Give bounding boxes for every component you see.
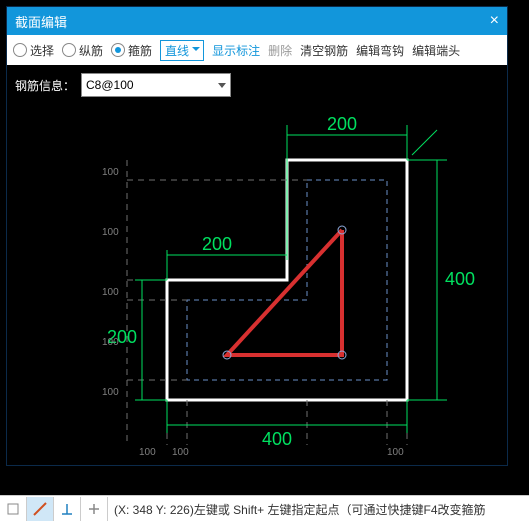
svg-text:100: 100 xyxy=(102,227,119,238)
svg-text:100: 100 xyxy=(387,447,404,458)
section-edit-window: 截面编辑 × 选择 纵筋 箍筋 直线 显示标注 删除 清空钢筋 编辑弯钩 编辑端… xyxy=(6,6,508,466)
select-label: 选择 xyxy=(30,42,54,59)
select-option[interactable]: 选择 xyxy=(13,42,54,59)
edit-end-button[interactable]: 编辑端头 xyxy=(412,42,460,59)
longitudinal-option[interactable]: 纵筋 xyxy=(62,42,103,59)
show-label-toggle[interactable]: 显示标注 xyxy=(212,42,260,59)
window-title: 截面编辑 xyxy=(15,12,67,31)
svg-text:100: 100 xyxy=(102,387,119,398)
svg-text:100: 100 xyxy=(139,447,156,458)
snap-line-button[interactable] xyxy=(27,497,54,521)
clear-button[interactable]: 清空钢筋 xyxy=(300,42,348,59)
longitudinal-label: 纵筋 xyxy=(79,42,103,59)
radio-icon xyxy=(111,43,125,57)
info-row: 钢筋信息： C8@100 xyxy=(7,65,507,105)
radio-icon xyxy=(13,43,27,57)
svg-text:100: 100 xyxy=(102,337,119,348)
svg-text:200: 200 xyxy=(202,234,232,254)
svg-text:100: 100 xyxy=(172,447,189,458)
snap-perp-button[interactable] xyxy=(54,497,81,521)
stirrup-label: 箍筋 xyxy=(128,42,152,59)
svg-text:100: 100 xyxy=(102,167,119,178)
rebar-info-value: C8@100 xyxy=(86,78,134,92)
chevron-down-icon xyxy=(218,83,226,88)
status-text: (X: 348 Y: 226)左键或 Shift+ 左键指定起点（可通过快捷键F… xyxy=(108,501,486,518)
close-icon[interactable]: × xyxy=(490,12,499,30)
radio-icon xyxy=(62,43,76,57)
snap-add-button[interactable] xyxy=(81,497,108,521)
edit-hook-button[interactable]: 编辑弯钩 xyxy=(356,42,404,59)
rebar-line xyxy=(227,230,342,355)
titlebar: 截面编辑 × xyxy=(7,7,507,35)
mode-label: 直线 xyxy=(165,44,189,58)
svg-text:100: 100 xyxy=(102,287,119,298)
section-svg: 200 400 200 200 400 100 100 100 100 100 … xyxy=(7,105,507,465)
statusbar: (X: 348 Y: 226)左键或 Shift+ 左键指定起点（可通过快捷键F… xyxy=(0,495,529,522)
svg-text:200: 200 xyxy=(327,114,357,134)
delete-button[interactable]: 删除 xyxy=(268,42,292,59)
rebar-info-label: 钢筋信息： xyxy=(15,77,75,94)
svg-text:400: 400 xyxy=(445,269,475,289)
helper-grid xyxy=(127,160,407,445)
stirrup-option[interactable]: 箍筋 xyxy=(111,42,152,59)
small-dim-text: 100 100 100 100 100 100 100 100 xyxy=(102,167,404,458)
rebar-info-combo[interactable]: C8@100 xyxy=(81,73,231,97)
toolbar: 选择 纵筋 箍筋 直线 显示标注 删除 清空钢筋 编辑弯钩 编辑端头 xyxy=(7,35,507,65)
svg-text:400: 400 xyxy=(262,429,292,449)
snap-endpoint-button[interactable] xyxy=(0,497,27,521)
mode-dropdown[interactable]: 直线 xyxy=(160,40,204,61)
drawing-canvas[interactable]: 200 400 200 200 400 100 100 100 100 100 … xyxy=(7,105,507,465)
